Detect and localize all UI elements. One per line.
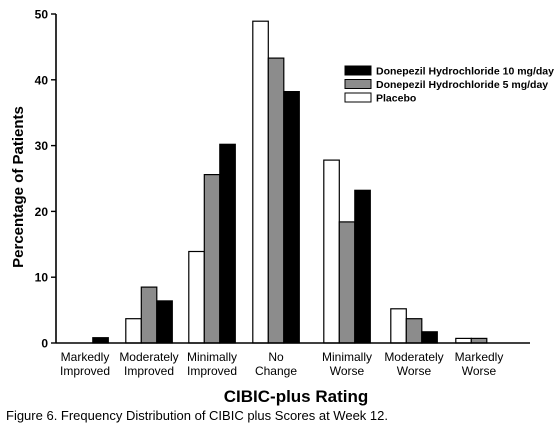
x-category-label-line: Markedly: [61, 350, 110, 364]
y-tick-label: 40: [35, 73, 49, 87]
x-category-label: Markedly Improved: [60, 350, 110, 378]
y-tick-label: 30: [35, 139, 49, 153]
bar: [125, 318, 142, 344]
bar: [267, 57, 285, 344]
bar: [219, 143, 236, 344]
x-category-label-line: Minimally: [187, 350, 237, 364]
bar: [354, 189, 371, 344]
y-tick-label: 20: [35, 205, 49, 219]
x-category-label: Moderately Improved: [119, 350, 178, 378]
bars-layer: [92, 20, 488, 344]
x-category-label-line: Improved: [124, 364, 174, 378]
bar: [156, 300, 173, 344]
x-category-label-line: Minimally: [322, 350, 372, 364]
bar: [140, 286, 158, 344]
x-category-label-line: Change: [255, 364, 297, 378]
y-tick-label: 50: [35, 8, 49, 22]
bar: [203, 174, 221, 344]
x-category-label-line: Moderately: [384, 350, 443, 364]
legend-label: Placebo: [376, 93, 416, 105]
x-category-label-line: Worse: [462, 364, 497, 378]
bar: [338, 221, 356, 344]
x-category-label: Markedly Worse: [455, 350, 504, 378]
legend-label: Donepezil Hydrochloride 5 mg/day: [376, 79, 548, 91]
bar: [252, 20, 269, 344]
y-tick-label: 10: [35, 271, 49, 285]
x-category-label-line: Improved: [60, 364, 110, 378]
legend-swatch: [344, 79, 372, 89]
legend: Donepezil Hydrochloride 10 mg/dayDonepez…: [344, 65, 554, 105]
x-category-label-line: Moderately: [119, 350, 178, 364]
y-ticks: 0 10 20 30 40 50: [35, 8, 56, 351]
x-category-label-line: No: [268, 350, 284, 364]
bar: [283, 90, 300, 344]
bar: [323, 159, 340, 344]
x-axis-title: CIBIC-plus Rating: [224, 387, 369, 406]
bar: [405, 318, 423, 344]
x-category-label-line: Markedly: [455, 350, 504, 364]
y-tick-label: 0: [41, 337, 48, 351]
figure-caption: Figure 6. Frequency Distribution of CIBI…: [6, 408, 388, 423]
x-category-label: Minimally Improved: [187, 350, 237, 378]
bar: [390, 308, 407, 344]
x-category-label-line: Improved: [187, 364, 237, 378]
legend-swatch: [344, 92, 372, 103]
legend-label: Donepezil Hydrochloride 10 mg/day: [376, 66, 554, 78]
bar: [188, 250, 205, 344]
x-category-label-line: Worse: [330, 364, 365, 378]
axes-layer: [55, 14, 530, 344]
x-category-label: Minimally Worse: [322, 350, 372, 378]
x-category-label: Moderately Worse: [384, 350, 443, 378]
bar: [421, 331, 438, 344]
y-axis-title: Percentage of Patients: [10, 106, 27, 268]
x-category-label-line: Worse: [397, 364, 432, 378]
legend-swatch: [344, 65, 372, 76]
x-category-label: No Change: [255, 350, 297, 378]
